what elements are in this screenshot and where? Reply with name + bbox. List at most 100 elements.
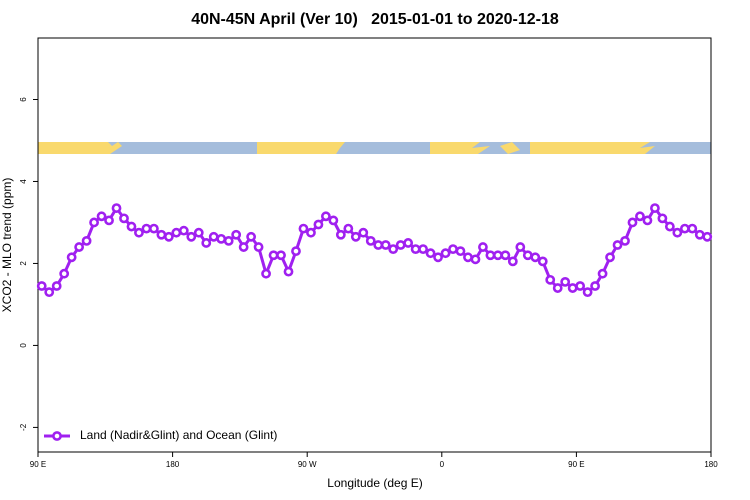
x-tick-label: 180 [704, 460, 718, 469]
data-point [253, 242, 264, 252]
data-point [208, 231, 219, 242]
data-point [156, 229, 167, 240]
data-point [433, 252, 443, 263]
data-point [620, 236, 630, 246]
y-tick-label: -2 [19, 423, 28, 431]
data-point [560, 276, 571, 287]
data-point [298, 223, 309, 234]
data-point [425, 248, 436, 259]
data-point [119, 213, 129, 224]
data-point [358, 227, 369, 238]
data-point [350, 231, 361, 242]
data-point [582, 287, 593, 298]
data-point [216, 233, 227, 244]
data-point [313, 219, 324, 230]
data-point [171, 227, 182, 238]
data-point [328, 215, 339, 226]
data-point [104, 215, 114, 226]
data-point [74, 242, 85, 252]
data-point [612, 240, 623, 250]
data-point [500, 250, 511, 261]
data-point [440, 248, 451, 259]
data-point [567, 283, 578, 293]
data-point [276, 250, 286, 261]
data-point [470, 254, 481, 265]
data-point [395, 240, 406, 250]
data-point [261, 268, 271, 279]
data-point [657, 213, 668, 224]
data-point [597, 268, 608, 279]
data-point [515, 242, 526, 252]
data-point [238, 242, 249, 252]
data-point [605, 252, 615, 263]
series-line [40, 205, 708, 295]
data-point [81, 236, 92, 246]
data-point [320, 211, 331, 222]
data-point [335, 229, 346, 240]
y-tick-label: 6 [19, 97, 28, 102]
y-tick-label: 0 [19, 343, 28, 348]
y-tick-label: 2 [19, 261, 28, 266]
data-point [96, 211, 107, 222]
data-point [590, 281, 600, 291]
data-point [403, 238, 414, 248]
data-point [134, 227, 144, 238]
data-point [687, 223, 698, 234]
data-point [530, 252, 541, 263]
data-point [537, 256, 548, 267]
data-point [126, 221, 137, 232]
data-point [485, 250, 496, 261]
y-tick-label: 4 [19, 179, 28, 184]
x-tick-label: 180 [166, 460, 180, 469]
data-point [291, 246, 301, 257]
land-ocean-strip [38, 142, 711, 154]
data-point [149, 223, 159, 234]
data-point [66, 252, 77, 263]
data-point [418, 244, 429, 254]
data-point [373, 240, 384, 250]
data-point [36, 281, 47, 291]
plot-frame [37, 37, 712, 453]
data-point [455, 246, 466, 257]
data-point [664, 221, 675, 232]
data-point [672, 227, 683, 238]
data-point [410, 244, 421, 254]
data-point [478, 242, 488, 252]
y-axis-label: XCO2 - MLO trend (ppm) [0, 178, 14, 313]
data-point [163, 231, 174, 242]
data-point [694, 229, 705, 240]
x-tick-label: 90 W [298, 460, 317, 469]
data-point [51, 281, 62, 291]
data-point [522, 250, 533, 261]
data-point [702, 231, 713, 242]
data-point [635, 211, 645, 222]
legend: Land (Nadir&Glint) and Ocean (Glint) [44, 428, 277, 442]
data-point [448, 244, 458, 254]
data-point [268, 250, 279, 261]
data-point [343, 223, 354, 234]
data-point [463, 252, 473, 263]
data-point [365, 236, 376, 246]
x-tick-label: 90 E [568, 460, 584, 469]
data-point [388, 244, 399, 254]
data-point [111, 203, 122, 214]
data-point [193, 227, 204, 238]
x-axis-label: Longitude (deg E) [327, 476, 422, 490]
data-point [246, 231, 257, 242]
chart-title: 40N-45N April (Ver 10) 2015-01-01 to 202… [191, 11, 559, 28]
data-point [642, 215, 653, 226]
data-point [679, 223, 690, 234]
data-point [141, 223, 152, 234]
legend-marker [52, 431, 62, 441]
data-point [380, 240, 391, 250]
data-point [545, 274, 556, 285]
data-point [552, 283, 563, 293]
data-point [231, 229, 242, 240]
data-point [492, 250, 503, 261]
data-point [59, 268, 70, 279]
data-point [627, 217, 638, 228]
data-point [186, 231, 197, 242]
data-point [201, 238, 212, 248]
data-point [89, 217, 99, 228]
